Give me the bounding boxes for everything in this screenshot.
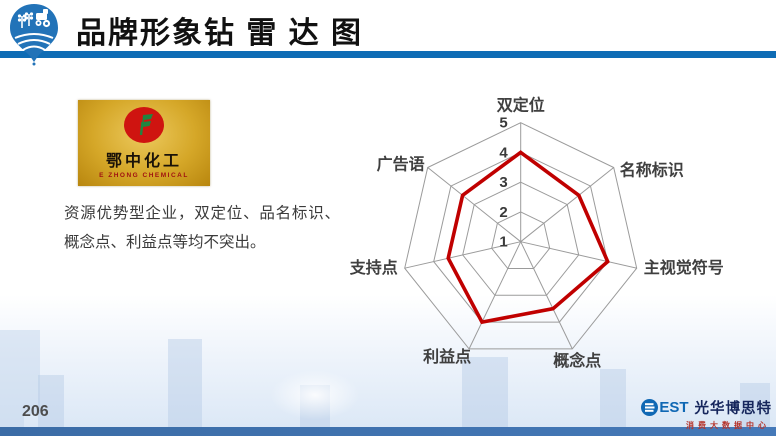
company-logo-emblem-icon [124, 107, 164, 143]
company-name-en: E ZHONG CHEMICAL [99, 172, 189, 179]
page-title: 品牌形象钻 雷 达 图 [76, 17, 364, 50]
radar-tick-label: 2 [499, 204, 507, 221]
radar-tick-label: 1 [499, 234, 507, 251]
radar-axis-label: 支持点 [350, 258, 398, 277]
best-subtitle: 消费大数据中心 [686, 421, 770, 430]
radar-axis-label: 利益点 [423, 347, 471, 366]
analysis-description-text: 资源优势型企业，双定位、品名标识、概念点、利益点等均不突出。 [64, 205, 340, 251]
radar-gridline-ring [462, 181, 580, 296]
radar-axis-spoke [520, 241, 573, 350]
radar-axis-label: 概念点 [553, 351, 601, 370]
radar-gridline-ring [491, 211, 551, 269]
company-name-cn: 鄂中化工 [105, 153, 182, 170]
best-logo-text: EST [659, 399, 689, 416]
radar-axis-spoke [427, 167, 522, 243]
radar-tick-label: 3 [499, 174, 507, 191]
company-logo-card: 鄂中化工 E ZHONG CHEMICAL [78, 100, 210, 186]
radar-axis-label: 名称标识 [620, 161, 684, 180]
radar-axis-spoke [520, 241, 637, 269]
radar-tick-label: 4 [499, 144, 508, 161]
radar-tick-label: 5 [499, 115, 507, 132]
radar-axis-spoke [520, 167, 615, 243]
radar-gridline-ring [433, 151, 609, 323]
radar-axis-label: 广告语 [377, 155, 425, 174]
radar-axis-label: 双定位 [497, 96, 545, 115]
best-b-circle-icon [641, 399, 659, 416]
header-divider-bar [0, 51, 776, 58]
best-name-cn: 光华博思特 [694, 401, 772, 417]
best-brand-logo: EST 光华博思特 消费大数据中心 [641, 397, 772, 431]
radar-axis-spoke [468, 241, 522, 350]
radar-axis-spoke [404, 241, 521, 269]
agri-balloon-logo-icon [8, 2, 60, 66]
radar-gridline-ring [404, 122, 638, 350]
footer-strip [0, 427, 776, 436]
radar-axis-label: 主视觉符号 [644, 258, 724, 277]
light-glow-decoration [270, 370, 360, 420]
page-number: 206 [22, 403, 49, 420]
radar-series-line [446, 150, 610, 325]
